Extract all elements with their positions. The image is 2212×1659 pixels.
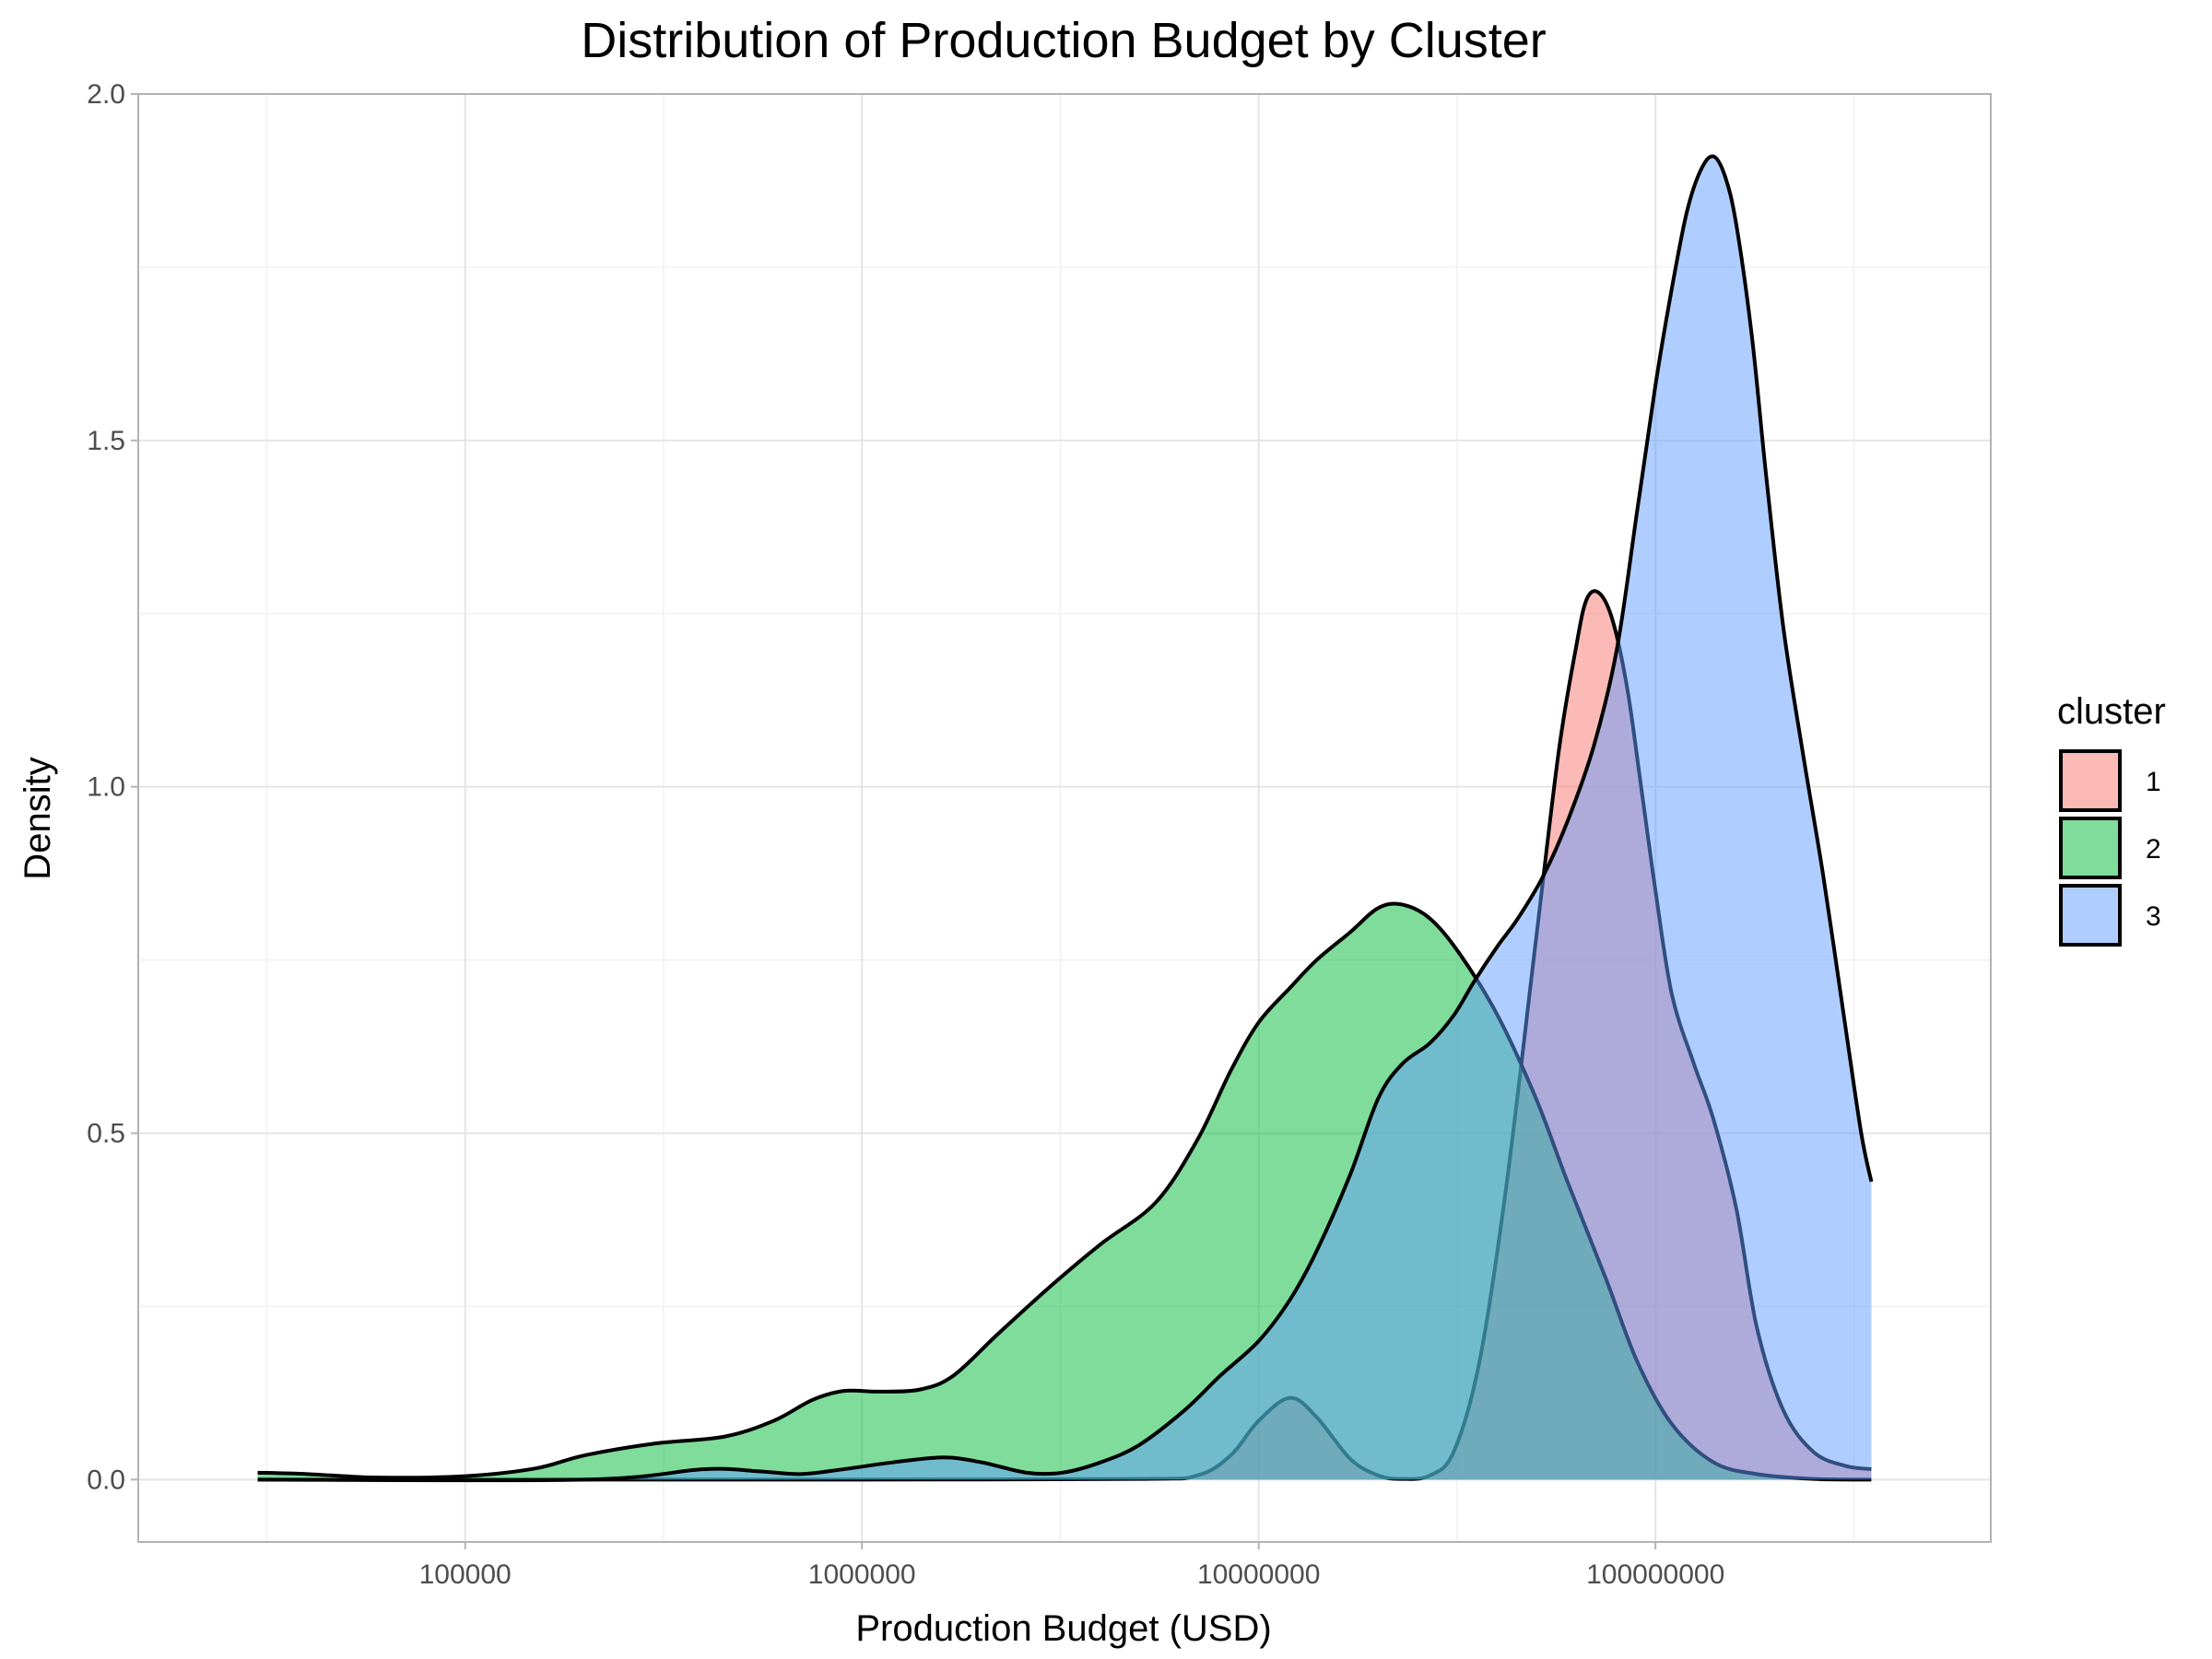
x-tick-label: 1000000 (808, 1559, 916, 1590)
legend-label-cluster-3: 3 (2146, 901, 2161, 932)
x-axis-title: Production Budget (USD) (855, 1608, 1271, 1649)
x-tick-label: 10000000 (1197, 1559, 1320, 1590)
density-area-cluster-3 (257, 156, 1872, 1481)
legend-label-cluster-1: 1 (2146, 767, 2161, 797)
legend-label-cluster-2: 2 (2146, 834, 2161, 865)
y-axis-title: Density (18, 757, 58, 879)
chart-title: Distribution of Production Budget by Clu… (581, 13, 1547, 68)
x-tick-label: 100000 (419, 1559, 512, 1590)
legend-key-cluster-2 (2059, 817, 2122, 879)
panel-border (137, 93, 1992, 1543)
y-tick-label: 0.0 (87, 1465, 125, 1495)
legend: cluster 1 2 3 (2057, 691, 2166, 947)
axes: 0.0 0.5 1.0 1.5 2.0 100000 1000000 10000000 1000… (87, 79, 1724, 1590)
density-series (257, 154, 1874, 1483)
y-tick-label: 1.5 (87, 426, 125, 456)
x-tick-label: 100000000 (1586, 1559, 1724, 1590)
y-tick-label: 2.0 (87, 79, 125, 110)
legend-title: cluster (2057, 691, 2166, 732)
y-tick-label: 1.0 (87, 772, 125, 803)
legend-key-cluster-3 (2059, 884, 2122, 947)
density-line-cluster-3 (257, 154, 1874, 1483)
y-tick-label: 0.5 (87, 1119, 125, 1149)
legend-key-cluster-1 (2059, 749, 2122, 812)
